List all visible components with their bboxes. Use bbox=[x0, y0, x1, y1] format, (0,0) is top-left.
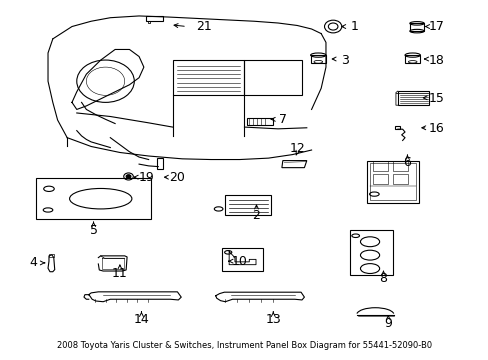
Text: 20: 20 bbox=[169, 171, 185, 184]
Bar bbox=[372, 174, 387, 184]
Text: 2: 2 bbox=[252, 209, 260, 222]
Text: 9: 9 bbox=[384, 318, 391, 330]
Text: 11: 11 bbox=[112, 267, 127, 280]
Text: 8: 8 bbox=[379, 272, 386, 285]
Bar bbox=[372, 161, 387, 171]
Text: 6: 6 bbox=[403, 156, 410, 169]
Bar bbox=[404, 55, 420, 63]
Bar bbox=[349, 230, 392, 275]
Text: 17: 17 bbox=[427, 20, 443, 33]
Bar bbox=[392, 161, 407, 171]
Text: 13: 13 bbox=[265, 313, 281, 326]
Text: 19: 19 bbox=[138, 171, 154, 184]
Bar bbox=[49, 254, 54, 257]
Bar bbox=[36, 178, 151, 219]
Bar bbox=[225, 195, 270, 215]
Bar bbox=[146, 16, 163, 21]
Bar bbox=[310, 55, 325, 63]
Text: 14: 14 bbox=[133, 313, 149, 326]
Bar bbox=[366, 161, 419, 203]
Text: 18: 18 bbox=[427, 54, 443, 67]
Text: 15: 15 bbox=[427, 93, 443, 105]
Bar bbox=[392, 174, 407, 184]
Bar bbox=[222, 248, 262, 271]
Text: 10: 10 bbox=[231, 255, 247, 267]
Text: 4: 4 bbox=[30, 256, 38, 269]
Bar bbox=[157, 158, 163, 170]
Text: 16: 16 bbox=[427, 122, 443, 135]
Text: 2008 Toyota Yaris Cluster & Switches, Instrument Panel Box Diagram for 55441-520: 2008 Toyota Yaris Cluster & Switches, In… bbox=[57, 341, 431, 350]
Text: 21: 21 bbox=[196, 20, 211, 33]
Text: 3: 3 bbox=[341, 54, 348, 67]
Bar bbox=[395, 126, 399, 129]
Text: 5: 5 bbox=[89, 224, 97, 237]
Bar bbox=[172, 60, 244, 95]
Bar bbox=[397, 91, 428, 105]
Circle shape bbox=[126, 175, 131, 178]
Bar bbox=[369, 163, 415, 201]
Bar bbox=[244, 60, 302, 95]
Text: 12: 12 bbox=[289, 142, 305, 155]
Text: 1: 1 bbox=[350, 20, 358, 33]
Text: 7: 7 bbox=[278, 113, 286, 126]
Bar bbox=[246, 118, 273, 125]
Bar bbox=[409, 23, 423, 31]
